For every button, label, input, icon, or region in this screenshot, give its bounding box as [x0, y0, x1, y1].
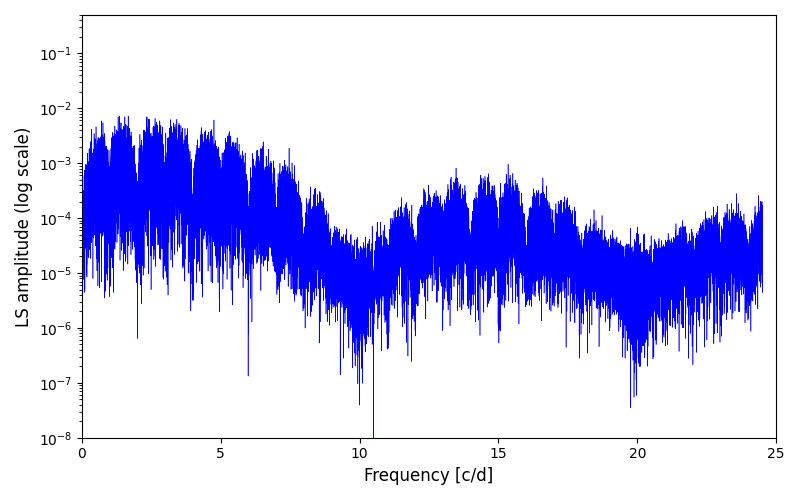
Y-axis label: LS amplitude (log scale): LS amplitude (log scale)	[15, 126, 33, 326]
X-axis label: Frequency [c/d]: Frequency [c/d]	[364, 467, 494, 485]
